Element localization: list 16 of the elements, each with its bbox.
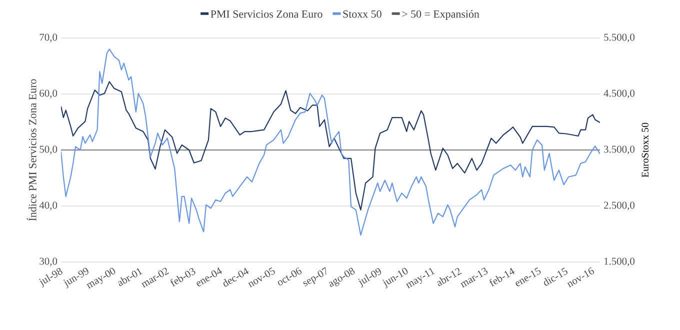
y-tick-label: 60,0 [40, 90, 58, 98]
legend-label: PMI Servicios Zona Euro [210, 10, 322, 18]
y-tick-label: 30,0 [40, 258, 58, 266]
y2-tick-label: 5.500,0 [604, 34, 635, 42]
y2-axis-title: EuroStoxx 50 [642, 122, 648, 178]
legend-label: Stoxx 50 [343, 10, 382, 18]
line-series [61, 48, 600, 236]
y-tick-label: 70,0 [40, 34, 58, 42]
y-tick-label: 50,0 [40, 146, 58, 154]
y2-tick-label: 1.500,0 [604, 258, 635, 266]
y2-tick-label: 3.500,0 [604, 146, 635, 154]
y-tick-label: 40,0 [39, 202, 58, 210]
y2-tick-label: 4.500,0 [604, 90, 635, 98]
y-axis-title: Índice PMI Servicios Zona Euro [26, 79, 36, 221]
y2-tick-label: 2.500,0 [604, 202, 635, 210]
legend-label: > 50 = Expansión [402, 10, 480, 20]
